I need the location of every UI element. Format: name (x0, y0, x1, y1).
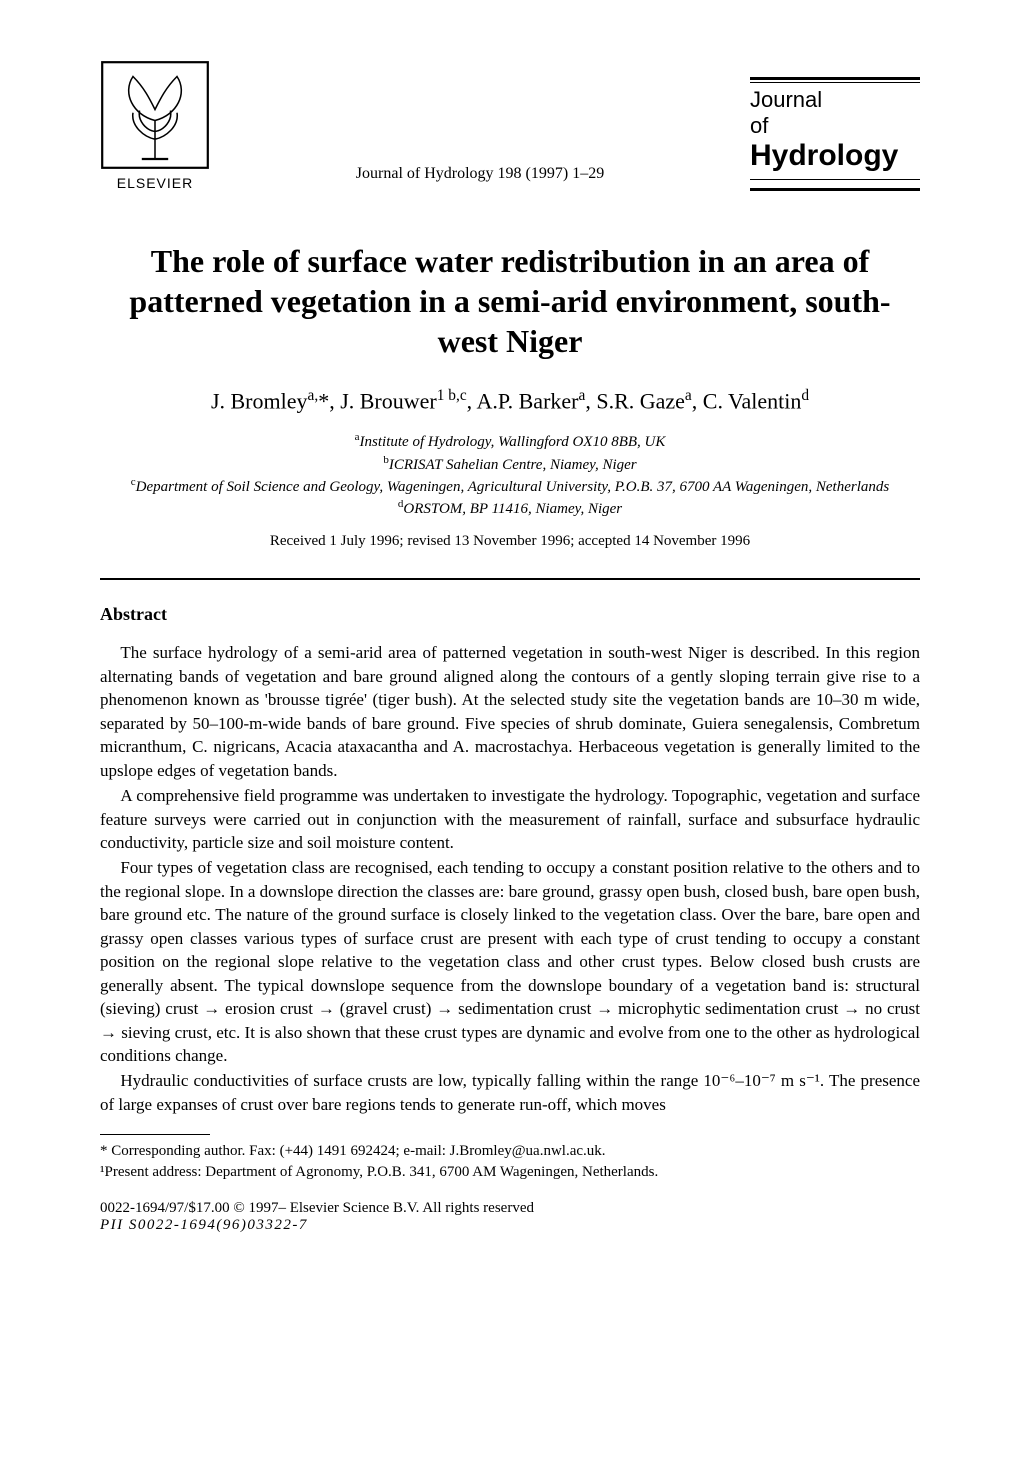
journal-logo-line1: Journal (750, 87, 920, 113)
journal-logo: Journal of Hydrology (750, 77, 920, 191)
abstract-para: Four types of vegetation class are recog… (100, 856, 920, 1067)
footnotes: * Corresponding author. Fax: (+44) 1491 … (100, 1141, 920, 1182)
abstract-para: A comprehensive field programme was unde… (100, 784, 920, 854)
article-title: The role of surface water redistribution… (110, 241, 910, 361)
footnote-rule (100, 1134, 210, 1135)
affiliations: aInstitute of Hydrology, Wallingford OX1… (100, 430, 920, 519)
copyright-line: 0022-1694/97/$17.00 © 1997– Elsevier Sci… (100, 1200, 920, 1217)
authors-line: J. Bromleya,*, J. Brouwer1 b,c, A.P. Bar… (100, 387, 920, 414)
section-rule (100, 578, 920, 580)
abstract-heading: Abstract (100, 604, 920, 625)
page-header: ELSEVIER Journal of Hydrology 198 (1997)… (100, 60, 920, 191)
affiliation-c: cDepartment of Soil Science and Geology,… (100, 475, 920, 497)
publisher-name: ELSEVIER (100, 175, 210, 191)
abstract-para: The surface hydrology of a semi-arid are… (100, 641, 920, 782)
abstract-para: Hydraulic conductivities of surface crus… (100, 1069, 920, 1116)
journal-logo-line3: Hydrology (750, 139, 920, 173)
journal-logo-line2: of (750, 113, 920, 139)
publisher-logo: ELSEVIER (100, 60, 210, 191)
present-address-footnote: ¹Present address: Department of Agronomy… (100, 1162, 920, 1182)
pii-line: PII S0022-1694(96)03322-7 (100, 1217, 920, 1234)
received-line: Received 1 July 1996; revised 13 Novembe… (100, 533, 920, 550)
tree-icon (100, 60, 210, 170)
corresponding-author-footnote: * Corresponding author. Fax: (+44) 1491 … (100, 1141, 920, 1161)
affiliation-a: aInstitute of Hydrology, Wallingford OX1… (100, 430, 920, 452)
affiliation-b: bICRISAT Sahelian Centre, Niamey, Niger (100, 453, 920, 475)
affiliation-d: dORSTOM, BP 11416, Niamey, Niger (100, 497, 920, 519)
journal-reference: Journal of Hydrology 198 (1997) 1–29 (210, 165, 750, 191)
abstract-body: The surface hydrology of a semi-arid are… (100, 641, 920, 1116)
